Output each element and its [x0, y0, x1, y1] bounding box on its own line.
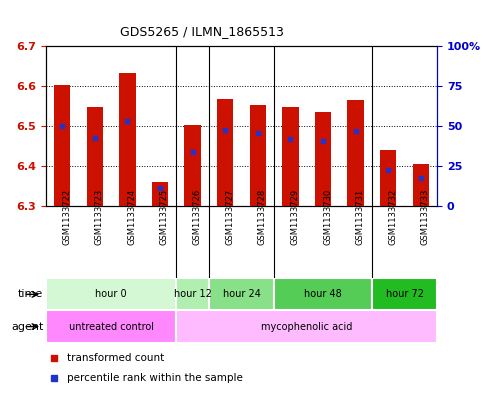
- Bar: [185, 125, 201, 206]
- Text: transformed count: transformed count: [68, 353, 165, 364]
- Bar: [176, 310, 437, 343]
- Bar: [46, 278, 176, 310]
- Bar: [412, 164, 429, 206]
- Text: GSM1133728: GSM1133728: [258, 188, 267, 244]
- Text: GSM1133733: GSM1133733: [421, 188, 430, 244]
- Text: agent: agent: [11, 321, 43, 332]
- Bar: [372, 278, 437, 310]
- Bar: [250, 105, 266, 206]
- Text: hour 12: hour 12: [174, 289, 212, 299]
- Bar: [347, 100, 364, 206]
- Bar: [380, 150, 397, 206]
- Text: GSM1133723: GSM1133723: [95, 188, 104, 244]
- Text: GSM1133730: GSM1133730: [323, 188, 332, 244]
- Text: GSM1133727: GSM1133727: [225, 188, 234, 244]
- Bar: [209, 278, 274, 310]
- Text: percentile rank within the sample: percentile rank within the sample: [68, 373, 243, 384]
- Text: hour 48: hour 48: [304, 289, 342, 299]
- Bar: [152, 182, 168, 206]
- Text: GSM1133724: GSM1133724: [128, 188, 136, 244]
- Bar: [274, 278, 372, 310]
- Bar: [119, 73, 136, 206]
- Text: hour 0: hour 0: [95, 289, 127, 299]
- Text: time: time: [18, 289, 43, 299]
- Bar: [46, 310, 176, 343]
- Text: GDS5265 / ILMN_1865513: GDS5265 / ILMN_1865513: [120, 26, 284, 39]
- Bar: [315, 112, 331, 206]
- Bar: [54, 85, 71, 206]
- Text: GSM1133725: GSM1133725: [160, 188, 169, 244]
- Text: mycophenolic acid: mycophenolic acid: [261, 321, 353, 332]
- Text: untreated control: untreated control: [69, 321, 154, 332]
- Text: GSM1133722: GSM1133722: [62, 188, 71, 244]
- Bar: [282, 107, 298, 206]
- Text: GSM1133731: GSM1133731: [355, 188, 365, 244]
- Text: GSM1133732: GSM1133732: [388, 188, 397, 244]
- Text: GSM1133726: GSM1133726: [193, 188, 201, 244]
- Text: hour 72: hour 72: [385, 289, 424, 299]
- Text: GSM1133729: GSM1133729: [290, 188, 299, 244]
- Text: hour 24: hour 24: [223, 289, 260, 299]
- Bar: [86, 107, 103, 206]
- Bar: [176, 278, 209, 310]
- Bar: [217, 99, 233, 206]
